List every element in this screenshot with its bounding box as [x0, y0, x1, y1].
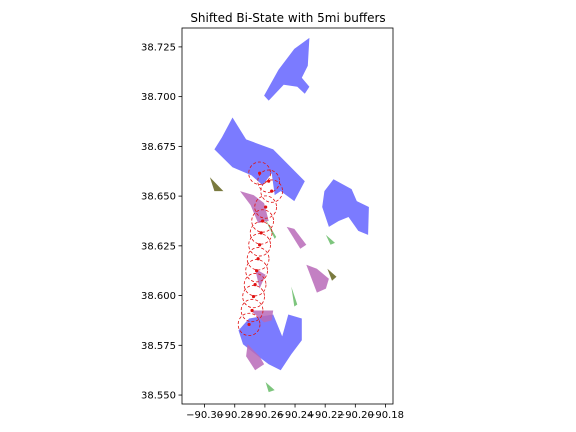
stop-point-5 — [259, 231, 263, 235]
buffer-circle-0 — [248, 161, 271, 185]
y-tick-label-2: 38.600 — [141, 291, 176, 302]
buffer-circle-1 — [257, 169, 280, 193]
olive-feature-1 — [327, 268, 337, 281]
buffer-circle-11 — [240, 298, 264, 323]
purple-region-4 — [250, 310, 274, 323]
stop-point-12 — [247, 322, 251, 327]
y-tick-label-5: 38.675 — [141, 142, 176, 153]
y-axis: 38.550 38.575 38.600 38.625 38.650 38.675 38.7… — [141, 42, 182, 402]
purple-region-3 — [255, 268, 266, 289]
green-feature-3 — [265, 382, 275, 393]
stop-point-10 — [251, 294, 256, 299]
buffer-circle-12 — [237, 312, 261, 337]
purple-region-1 — [286, 226, 307, 249]
stop-point-11 — [250, 308, 254, 313]
buffer-circle-8 — [245, 259, 268, 283]
x-tick-label-6: −90.18 — [367, 410, 404, 421]
blue-region-2 — [322, 179, 369, 235]
x-tick-label-3: −90.24 — [277, 410, 314, 421]
stop-point-0 — [258, 171, 262, 175]
blue-region-1 — [214, 117, 305, 202]
stop-point-8 — [255, 269, 259, 273]
buffer-circle-6 — [248, 233, 271, 257]
y-tick-label-7: 38.725 — [141, 42, 176, 53]
y-tick-label-3: 38.625 — [141, 241, 176, 252]
x-tick-label-0: −90.30 — [186, 410, 223, 421]
purple-region-2 — [306, 264, 329, 293]
x-axis: −90.30−90.28−90.26−90.24−90.22−90.20−90.… — [186, 404, 404, 421]
buffer-circle-2 — [260, 179, 283, 203]
buffer-circle-4 — [251, 209, 274, 233]
stop-point-7 — [256, 257, 260, 261]
regions-layer — [209, 37, 369, 393]
green-feature-4 — [325, 234, 335, 245]
olive-feature-0 — [209, 177, 224, 192]
stop-point-3 — [264, 205, 268, 209]
chart-title: Shifted Bi-State with 5mi buffers — [190, 11, 385, 25]
y-tick-label-0: 38.550 — [141, 391, 176, 402]
stop-point-9 — [253, 283, 257, 287]
stop-point-1 — [267, 179, 271, 183]
y-tick-label-4: 38.650 — [141, 192, 176, 203]
green-feature-1 — [264, 217, 277, 239]
x-tick-label-4: −90.22 — [307, 410, 344, 421]
green-feature-2 — [291, 286, 298, 307]
purple-region-5 — [246, 344, 265, 371]
y-tick-label-6: 38.700 — [141, 92, 176, 103]
green-feature-0 — [313, 139, 323, 146]
blue-region-3 — [238, 314, 302, 371]
buffer-circle-7 — [246, 247, 270, 271]
purple-region-0 — [240, 191, 269, 223]
points-layer — [247, 171, 274, 327]
stop-point-4 — [261, 219, 265, 223]
buffer-circle-3 — [254, 195, 277, 219]
buffer-circle-9 — [243, 273, 267, 297]
stop-point-2 — [270, 189, 274, 193]
plot-frame — [181, 27, 394, 405]
buffer-circle-5 — [249, 221, 273, 245]
stop-point-6 — [258, 243, 262, 247]
blue-region-0 — [264, 37, 310, 101]
x-tick-label-1: −90.28 — [216, 410, 253, 421]
x-tick-label-5: −90.20 — [337, 410, 374, 421]
x-tick-label-2: −90.26 — [246, 410, 283, 421]
buffer-circle-10 — [242, 284, 265, 309]
buffers-layer — [237, 161, 283, 337]
y-tick-label-1: 38.575 — [141, 341, 176, 352]
